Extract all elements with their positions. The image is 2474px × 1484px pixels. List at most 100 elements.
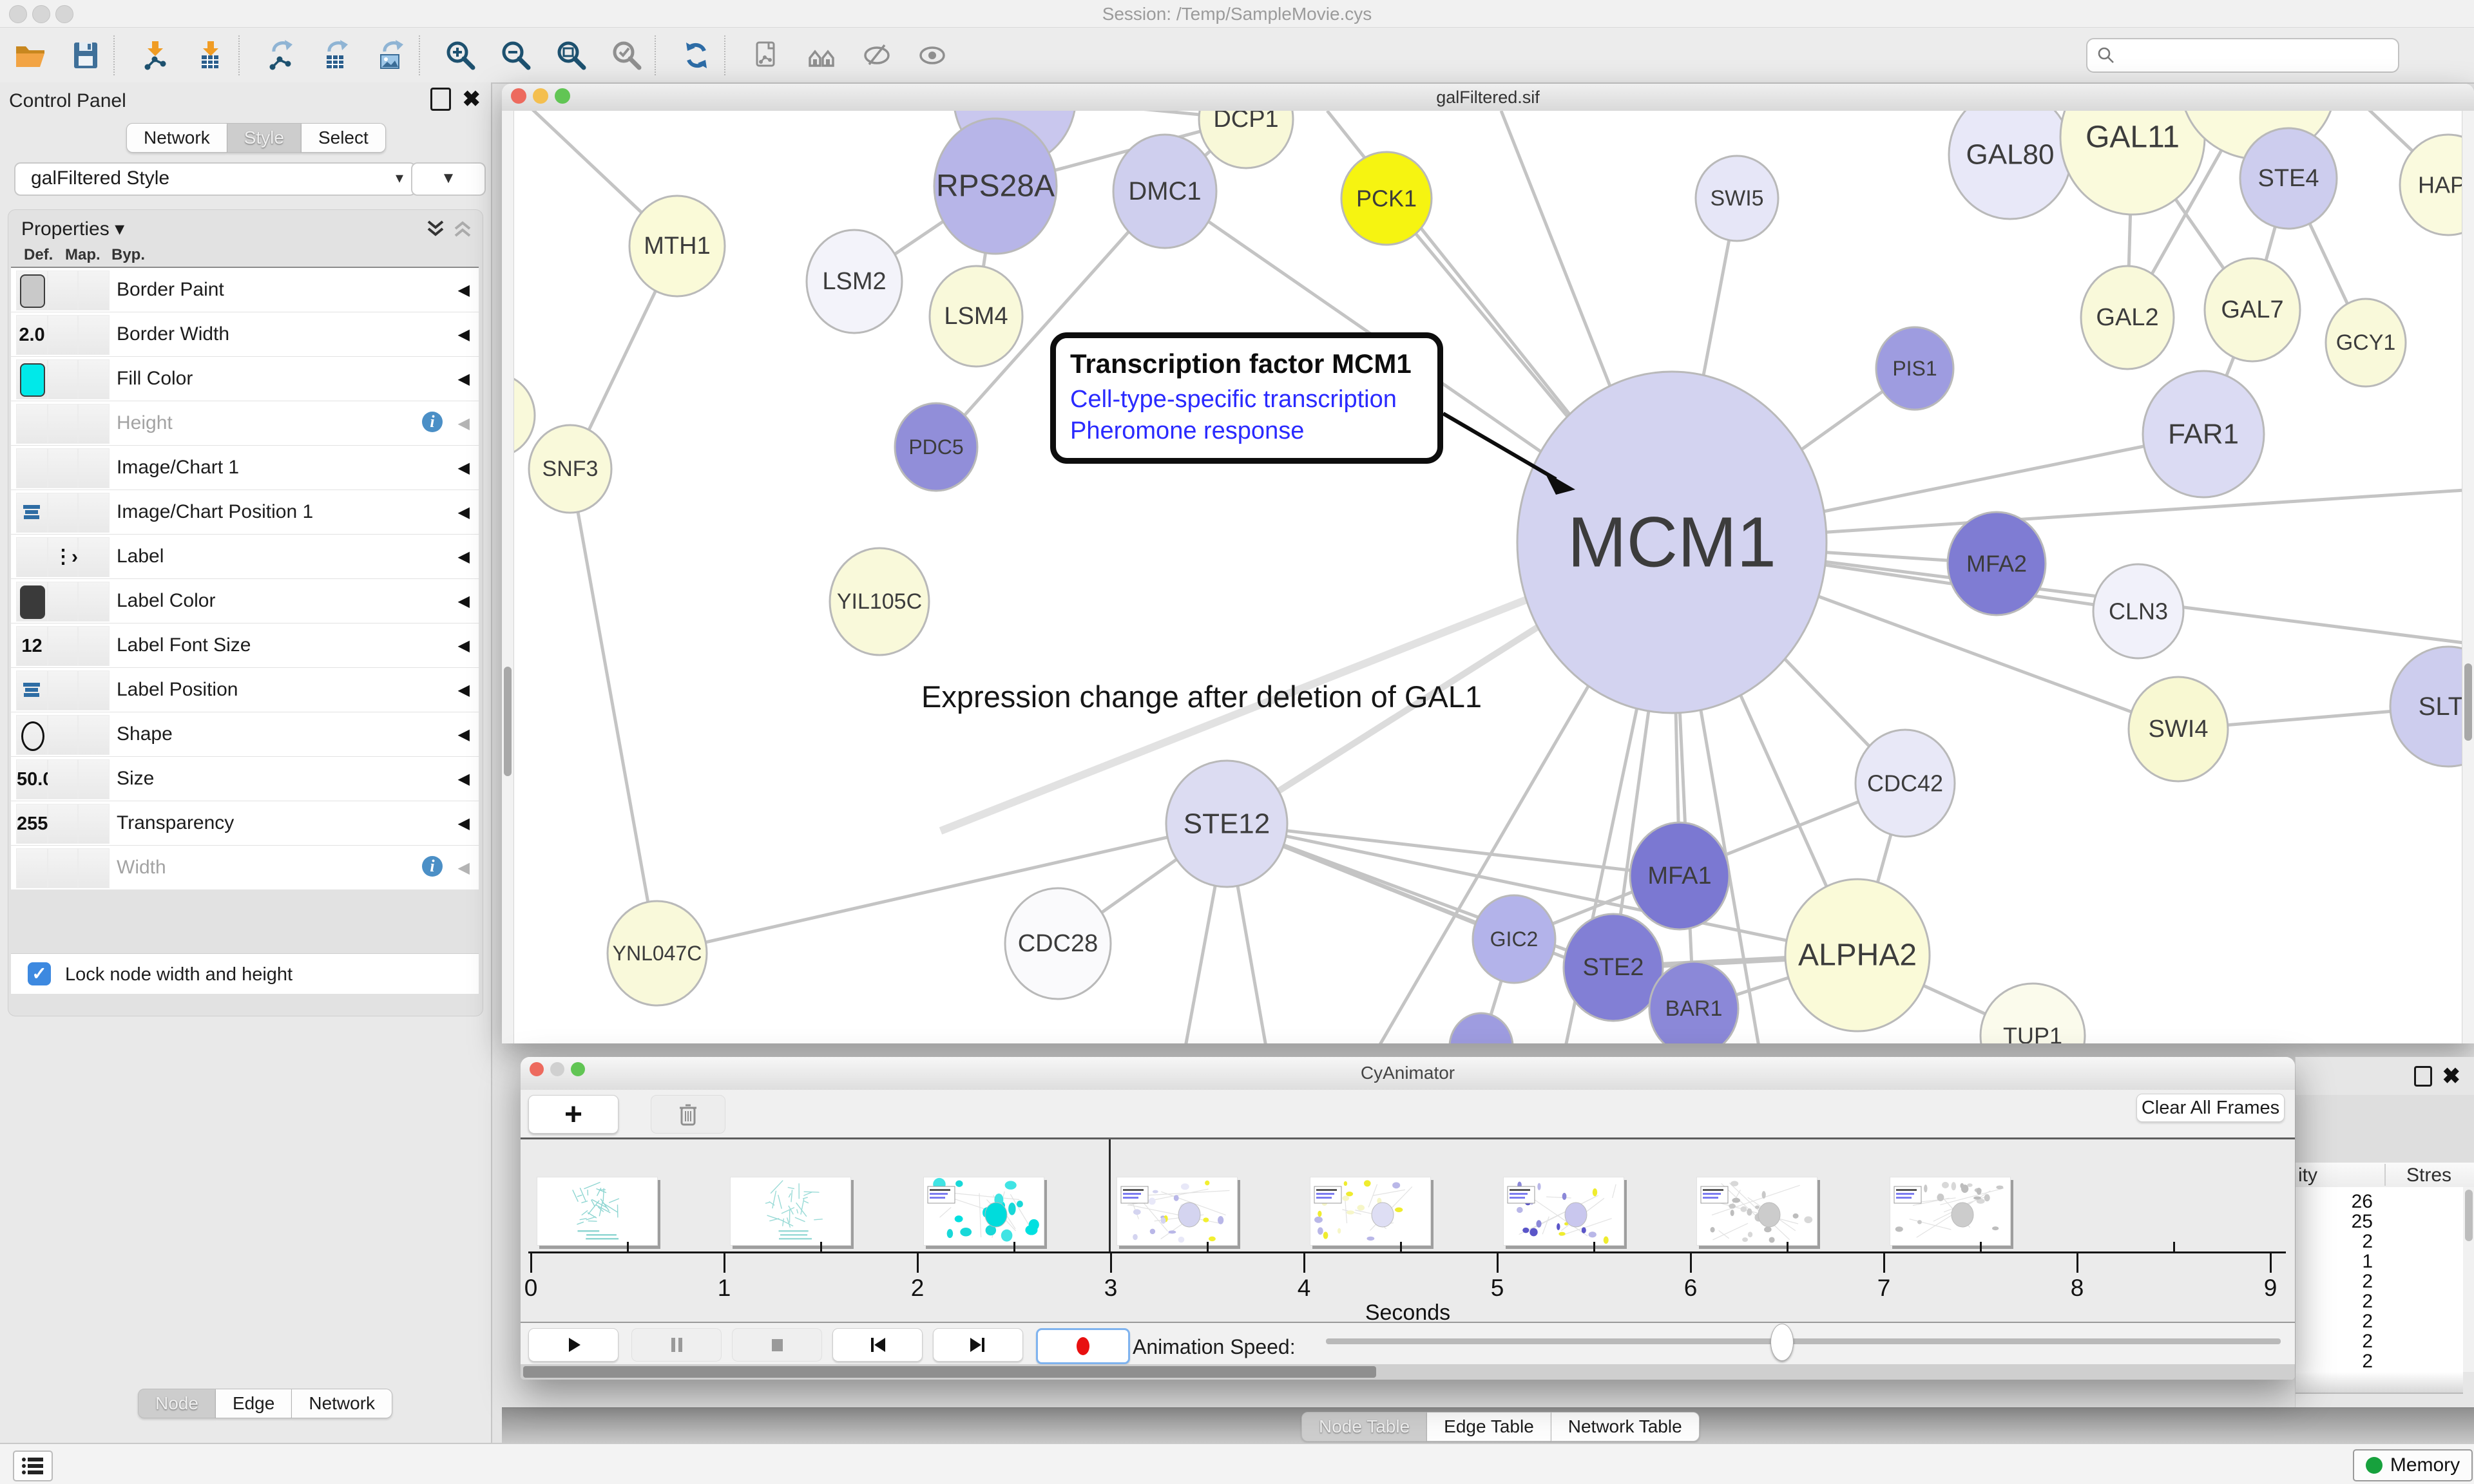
timeline-frame-1[interactable] <box>730 1177 851 1246</box>
info-icon[interactable]: i <box>422 856 443 877</box>
table-cell-value[interactable]: 2 <box>2296 1351 2373 1372</box>
node-STE12[interactable]: STE12 <box>1166 761 1287 887</box>
close-panel-icon[interactable]: ✖ <box>463 90 481 109</box>
style-selector[interactable]: galFiltered Style ▾ <box>14 162 416 196</box>
default-cell[interactable] <box>16 493 48 533</box>
stop-button[interactable] <box>732 1328 822 1362</box>
default-value-swatch[interactable] <box>20 363 45 397</box>
expand-all-icon[interactable] <box>425 218 446 240</box>
mapping-cell[interactable] <box>48 848 78 888</box>
style-tab-edge[interactable]: Edge <box>216 1389 292 1418</box>
zoom-out-button[interactable] <box>497 37 535 74</box>
node-FAR1[interactable]: FAR1 <box>2143 371 2264 497</box>
mapping-cell[interactable] <box>48 271 78 310</box>
node-GIC2[interactable]: GIC2 <box>1473 895 1555 983</box>
tab-network[interactable]: Network <box>126 123 227 153</box>
table-cell-value[interactable]: 25 <box>2296 1211 2373 1233</box>
bypass-cell[interactable] <box>78 493 110 533</box>
expand-row-icon[interactable]: ◀ <box>458 681 470 699</box>
properties-header[interactable]: Properties ▾ <box>21 218 124 240</box>
mapping-cell[interactable] <box>48 671 78 710</box>
node-CLN3[interactable]: CLN3 <box>2093 564 2183 658</box>
expand-row-icon[interactable]: ◀ <box>458 725 470 744</box>
speed-slider-track[interactable] <box>1326 1338 2281 1344</box>
cyanimator-titlebar[interactable]: CyAnimator <box>521 1057 2295 1090</box>
mapping-cell[interactable] <box>48 448 78 488</box>
node-DCP1[interactable]: DCP1 <box>1199 111 1293 168</box>
table-scrollbar[interactable] <box>2463 1187 2474 1372</box>
default-cell[interactable] <box>16 537 48 577</box>
save-session-button[interactable] <box>67 37 104 74</box>
timeline-frame-0[interactable] <box>537 1177 658 1246</box>
node-PDC5[interactable]: PDC5 <box>895 403 977 491</box>
node-MFA1[interactable]: MFA1 <box>1630 823 1729 929</box>
lock-checkbox[interactable]: ✓ <box>28 962 51 985</box>
zoom-selected-button[interactable] <box>608 37 646 74</box>
node-GAL11[interactable]: GAL11 <box>2060 111 2205 214</box>
annotation-link[interactable]: Pheromone response <box>1070 417 1423 445</box>
bypass-cell[interactable] <box>78 271 110 310</box>
style-options-button[interactable]: ▼ <box>411 162 486 196</box>
close-panel-icon[interactable]: ✖ <box>2442 1067 2461 1086</box>
table-tab-node-table[interactable]: Node Table <box>1301 1412 1427 1441</box>
mapping-cell[interactable] <box>48 626 78 666</box>
node-CDC28[interactable]: CDC28 <box>1005 888 1111 999</box>
export-table-button[interactable] <box>317 37 354 74</box>
export-network-button[interactable] <box>262 37 299 74</box>
default-value[interactable]: 50.0 <box>17 769 47 790</box>
bypass-cell[interactable] <box>78 626 110 666</box>
zoom-in-button[interactable] <box>442 37 479 74</box>
bypass-cell[interactable] <box>78 404 110 444</box>
float-panel-icon[interactable] <box>430 88 451 111</box>
table-cell-value[interactable]: 2 <box>2296 1271 2373 1293</box>
bypass-cell[interactable] <box>78 582 110 622</box>
cyanimator-hscrollbar[interactable] <box>521 1364 2295 1380</box>
memory-button[interactable]: Memory <box>2353 1449 2473 1481</box>
property-row-border-paint[interactable]: Border Paint◀ <box>11 268 479 312</box>
first-neighbors-button[interactable] <box>803 37 840 74</box>
default-value[interactable]: 2.0 <box>17 325 47 346</box>
node-RPS28A[interactable]: RPS28A <box>934 119 1057 254</box>
property-row-image-chart-1[interactable]: Image/Chart 1◀ <box>11 446 479 490</box>
bypass-cell[interactable] <box>78 537 110 577</box>
node-GAL80[interactable]: GAL80 <box>1949 111 2071 219</box>
bypass-cell[interactable] <box>78 448 110 488</box>
table-tab-edge-table[interactable]: Edge Table <box>1427 1412 1551 1441</box>
default-value-swatch[interactable] <box>20 585 45 619</box>
node-MCM1[interactable]: MCM1 <box>1517 372 1827 713</box>
node-YNL047C[interactable]: YNL047C <box>608 901 707 1005</box>
style-tab-node[interactable]: Node <box>138 1389 216 1418</box>
node-SWI5[interactable]: SWI5 <box>1696 156 1778 241</box>
show-all-button[interactable] <box>914 37 951 74</box>
speed-slider-thumb[interactable] <box>1770 1324 1794 1361</box>
node-PIS1[interactable]: PIS1 <box>1876 327 1953 410</box>
import-table-button[interactable] <box>192 37 229 74</box>
expand-row-icon[interactable]: ◀ <box>458 281 470 300</box>
mapping-icon[interactable]: ⋮› <box>53 546 77 568</box>
bypass-cell[interactable] <box>78 848 110 888</box>
default-cell[interactable] <box>16 404 48 444</box>
expand-row-icon[interactable]: ◀ <box>458 370 470 388</box>
default-value-swatch[interactable] <box>20 274 45 308</box>
default-cell[interactable]: 255 <box>16 804 48 844</box>
hide-selected-button[interactable] <box>858 37 896 74</box>
table-tab-network-table[interactable]: Network Table <box>1551 1412 1700 1441</box>
default-cell[interactable] <box>16 848 48 888</box>
zoom-fit-button[interactable] <box>553 37 590 74</box>
table-cell-value[interactable]: 2 <box>2296 1311 2373 1333</box>
default-cell[interactable] <box>16 582 48 622</box>
node-CDC42[interactable]: CDC42 <box>1856 730 1955 837</box>
expand-row-icon[interactable]: ◀ <box>458 592 470 611</box>
bypass-cell[interactable] <box>78 315 110 355</box>
network-left-scrollbar[interactable] <box>502 111 514 1043</box>
network-window-titlebar[interactable]: galFiltered.sif <box>502 84 2474 111</box>
timeline-frame-7[interactable] <box>1890 1177 2011 1246</box>
search-input[interactable] <box>2122 44 2392 66</box>
default-cell[interactable] <box>16 359 48 399</box>
